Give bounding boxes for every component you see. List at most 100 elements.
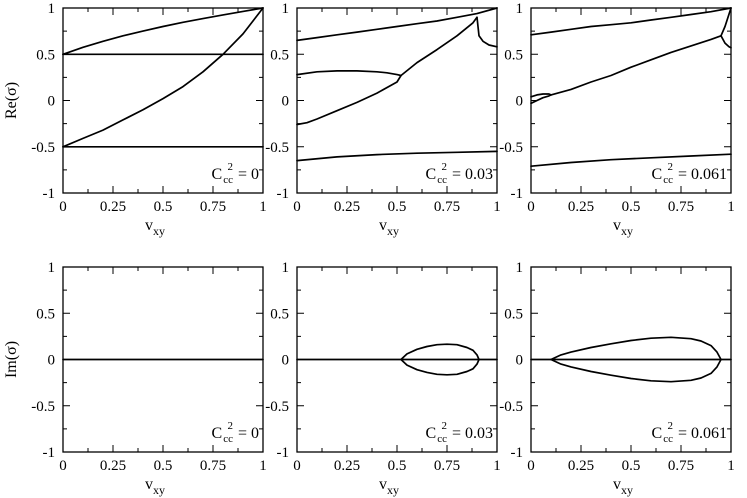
x-tick-label: 0	[293, 199, 301, 215]
y-tick-label: -0.5	[265, 399, 289, 415]
svg-text:cc: cc	[663, 433, 673, 445]
series-line-5	[530, 93, 552, 98]
x-tick-label: 0	[293, 458, 301, 474]
x-tick-label: 1	[493, 199, 501, 215]
x-axis-label: vxy	[145, 476, 165, 497]
y-axis-label: Im(σ)	[3, 341, 20, 378]
y-tick-label: 1	[516, 260, 524, 276]
y-tick-label: -1	[511, 445, 524, 461]
y-tick-label: 0	[282, 353, 290, 369]
x-tick-label: 1	[493, 458, 501, 474]
x-tick-label: 0	[527, 199, 535, 215]
svg-text:2: 2	[227, 420, 233, 432]
series-line-2	[476, 16, 498, 48]
series-line-2	[400, 343, 480, 376]
series-line-1	[62, 7, 264, 56]
svg-text:cc: cc	[437, 174, 447, 186]
y-tick-label: -0.5	[265, 140, 289, 156]
y-tick-label: 1	[282, 260, 290, 276]
series-line-6	[296, 150, 498, 162]
x-tick-label: 0.25	[100, 199, 126, 215]
y-tick-label: 1	[516, 1, 524, 17]
series-line-2	[720, 7, 732, 37]
svg-text:cc: cc	[223, 174, 233, 186]
svg-text:2: 2	[667, 161, 673, 173]
y-tick-label: 0.5	[36, 306, 55, 322]
x-tick-label: 0.25	[334, 458, 360, 474]
series-line-1	[296, 7, 498, 42]
series-line-3	[296, 70, 402, 77]
x-tick-label: 0.75	[434, 199, 460, 215]
svg-text:2: 2	[667, 420, 673, 432]
svg-text:= 0: = 0	[238, 425, 259, 442]
x-tick-label: 0.5	[388, 199, 407, 215]
y-tick-label: 1	[48, 1, 56, 17]
svg-text:C: C	[426, 166, 437, 183]
y-tick-label: 0.5	[270, 306, 289, 322]
y-axis-label: Re(σ)	[3, 82, 20, 119]
y-tick-label: -1	[43, 445, 56, 461]
y-tick-label: 0.5	[270, 47, 289, 63]
svg-text:= 0.03: = 0.03	[452, 166, 493, 183]
series-line-7	[530, 153, 732, 168]
plot-frame	[62, 7, 264, 194]
series-line-3	[720, 34, 732, 49]
svg-text:cc: cc	[437, 433, 447, 445]
x-tick-label: 0.25	[568, 199, 594, 215]
svg-text:C: C	[652, 166, 663, 183]
y-tick-label: 1	[282, 1, 290, 17]
svg-text:2: 2	[441, 420, 447, 432]
svg-text:C: C	[652, 425, 663, 442]
y-tick-label: -0.5	[499, 399, 523, 415]
y-tick-label: -0.5	[499, 140, 523, 156]
y-tick-label: 1	[48, 260, 56, 276]
x-axis-label: vxy	[613, 476, 633, 497]
y-tick-label: 0	[516, 94, 524, 110]
y-tick-label: -1	[511, 186, 524, 202]
x-tick-label: 0.5	[622, 199, 641, 215]
x-tick-label: 0	[59, 199, 67, 215]
svg-text:C: C	[426, 425, 437, 442]
x-tick-label: 0.5	[154, 199, 173, 215]
svg-text:cc: cc	[663, 174, 673, 186]
svg-text:2: 2	[227, 161, 233, 173]
svg-text:C: C	[212, 166, 223, 183]
y-tick-label: 0	[282, 94, 290, 110]
y-tick-label: 0.5	[36, 47, 55, 63]
x-tick-label: 0.5	[388, 458, 407, 474]
svg-text:2: 2	[441, 161, 447, 173]
x-axis-label: vxy	[379, 217, 399, 238]
x-tick-label: 1	[727, 199, 735, 215]
y-tick-label: 0	[48, 353, 56, 369]
y-tick-label: 0.5	[504, 306, 523, 322]
x-tick-label: 0.5	[622, 458, 641, 474]
x-tick-label: 0.75	[434, 458, 460, 474]
series-line-6	[530, 94, 552, 105]
x-axis-label: vxy	[145, 217, 165, 238]
x-tick-label: 0.25	[568, 458, 594, 474]
x-tick-label: 0.75	[668, 458, 694, 474]
x-tick-label: 0.75	[200, 199, 226, 215]
y-tick-label: -1	[277, 186, 290, 202]
x-axis-label: vxy	[613, 217, 633, 238]
y-tick-label: -1	[43, 186, 56, 202]
series-line-4	[296, 74, 402, 126]
x-tick-label: 0.5	[154, 458, 173, 474]
x-tick-label: 1	[259, 199, 267, 215]
svg-text:= 0.03: = 0.03	[452, 425, 493, 442]
svg-text:C: C	[212, 425, 223, 442]
series-line-2	[550, 336, 722, 383]
y-tick-label: 0.5	[504, 47, 523, 63]
svg-text:= 0.061: = 0.061	[678, 425, 727, 442]
